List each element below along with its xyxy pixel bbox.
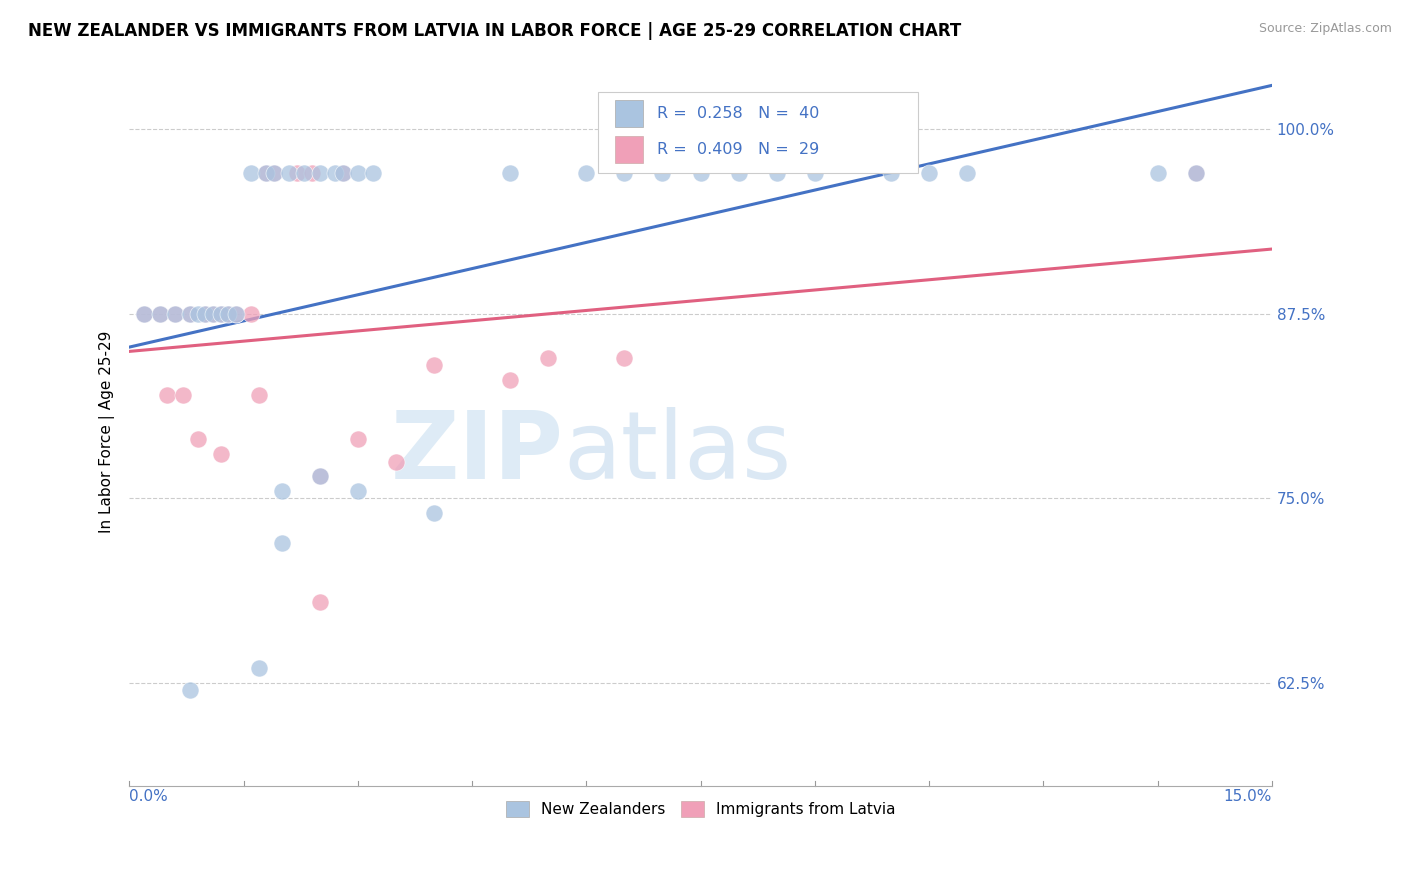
Point [172, 388, 194, 402]
Point [346, 433, 368, 447]
Point [217, 307, 239, 321]
Point [209, 307, 232, 321]
Text: atlas: atlas [564, 408, 792, 500]
Point [179, 307, 201, 321]
Point [202, 307, 225, 321]
Point [332, 166, 354, 180]
Point [308, 469, 330, 483]
Point [263, 166, 285, 180]
Point [194, 307, 217, 321]
Point [308, 595, 330, 609]
Point [308, 469, 330, 483]
Bar [614, 100, 644, 127]
Text: Source: ZipAtlas.com: Source: ZipAtlas.com [1258, 22, 1392, 36]
Point [156, 388, 179, 402]
Point [240, 307, 263, 321]
Point [423, 359, 446, 373]
Point [361, 166, 384, 180]
Point [247, 661, 270, 675]
Legend: New Zealanders, Immigrants from Latvia: New Zealanders, Immigrants from Latvia [498, 794, 903, 825]
Point [301, 166, 323, 180]
Point [323, 166, 346, 180]
Point [179, 683, 201, 698]
Point [209, 307, 232, 321]
Point [163, 307, 186, 321]
Text: R =  0.409   N =  29: R = 0.409 N = 29 [657, 142, 820, 157]
Point [332, 166, 354, 180]
Point [918, 166, 941, 180]
Point [880, 166, 903, 180]
Point [1146, 166, 1168, 180]
Text: NEW ZEALANDER VS IMMIGRANTS FROM LATVIA IN LABOR FORCE | AGE 25-29 CORRELATION C: NEW ZEALANDER VS IMMIGRANTS FROM LATVIA … [28, 22, 962, 40]
Point [149, 307, 172, 321]
Point [247, 388, 270, 402]
Point [499, 166, 522, 180]
Point [499, 373, 522, 387]
Point [163, 307, 186, 321]
Point [187, 307, 209, 321]
Point [765, 166, 787, 180]
Text: 15.0%: 15.0% [1223, 789, 1272, 805]
Point [179, 307, 201, 321]
Point [613, 351, 636, 365]
Point [225, 307, 247, 321]
Point [1184, 166, 1206, 180]
Point [1184, 166, 1206, 180]
Point [209, 447, 232, 461]
Point [270, 535, 292, 549]
Point [278, 166, 301, 180]
Point [254, 166, 277, 180]
Point [134, 307, 156, 321]
Point [254, 166, 277, 180]
Point [613, 166, 636, 180]
Point [225, 307, 247, 321]
Text: ZIP: ZIP [391, 408, 564, 500]
Point [263, 166, 285, 180]
Point [346, 166, 368, 180]
Point [423, 506, 446, 520]
Point [187, 433, 209, 447]
Point [346, 483, 368, 498]
Point [308, 166, 330, 180]
Point [202, 307, 225, 321]
Point [149, 307, 172, 321]
Bar [614, 136, 644, 162]
Point [651, 166, 673, 180]
Point [537, 351, 560, 365]
Point [194, 307, 217, 321]
Point [956, 166, 979, 180]
Bar [598, 92, 918, 173]
Point [804, 166, 827, 180]
Point [240, 166, 263, 180]
Point [134, 307, 156, 321]
Point [385, 454, 408, 468]
Point [270, 483, 292, 498]
Point [285, 166, 308, 180]
Point [294, 166, 316, 180]
Point [689, 166, 711, 180]
Y-axis label: In Labor Force | Age 25-29: In Labor Force | Age 25-29 [100, 331, 115, 533]
Point [727, 166, 749, 180]
Text: R =  0.258   N =  40: R = 0.258 N = 40 [657, 106, 820, 121]
Point [575, 166, 598, 180]
Text: 0.0%: 0.0% [129, 789, 167, 805]
Point [217, 307, 239, 321]
